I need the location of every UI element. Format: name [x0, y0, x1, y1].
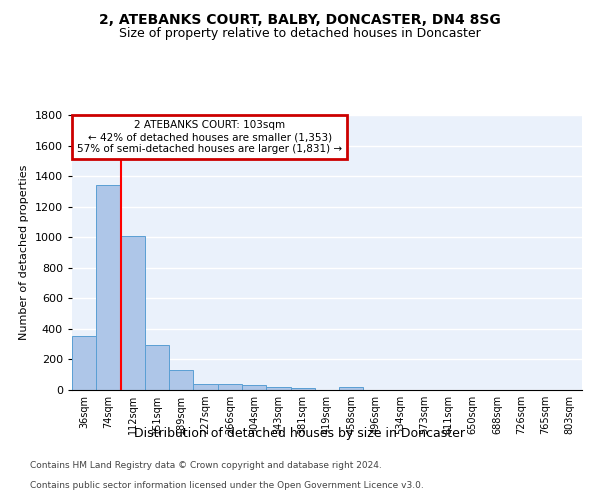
- Y-axis label: Number of detached properties: Number of detached properties: [19, 165, 29, 340]
- Text: 2, ATEBANKS COURT, BALBY, DONCASTER, DN4 8SG: 2, ATEBANKS COURT, BALBY, DONCASTER, DN4…: [99, 12, 501, 26]
- Text: Contains public sector information licensed under the Open Government Licence v3: Contains public sector information licen…: [30, 481, 424, 490]
- Bar: [193, 384, 218, 390]
- Text: Contains HM Land Registry data © Crown copyright and database right 2024.: Contains HM Land Registry data © Crown c…: [30, 461, 382, 470]
- Bar: [218, 384, 242, 390]
- Text: Distribution of detached houses by size in Doncaster: Distribution of detached houses by size …: [134, 428, 466, 440]
- Bar: [169, 370, 193, 390]
- Bar: [290, 388, 315, 390]
- Text: Size of property relative to detached houses in Doncaster: Size of property relative to detached ho…: [119, 28, 481, 40]
- Bar: [145, 345, 169, 390]
- Bar: [266, 387, 290, 390]
- Bar: [121, 236, 145, 390]
- Text: 2 ATEBANKS COURT: 103sqm
← 42% of detached houses are smaller (1,353)
57% of sem: 2 ATEBANKS COURT: 103sqm ← 42% of detach…: [77, 120, 342, 154]
- Bar: [242, 386, 266, 390]
- Bar: [72, 336, 96, 390]
- Bar: [339, 387, 364, 390]
- Bar: [96, 186, 121, 390]
